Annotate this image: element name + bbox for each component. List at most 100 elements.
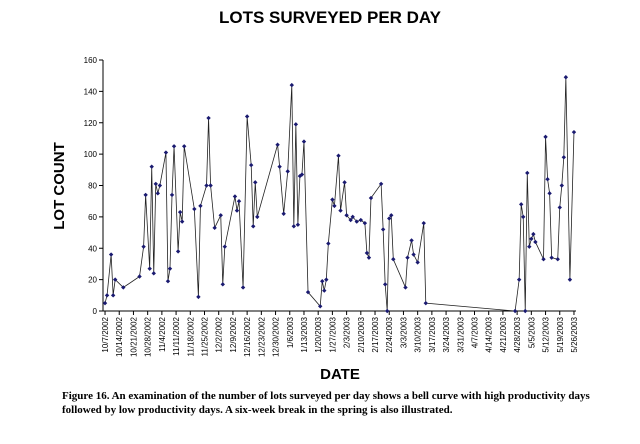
data-point — [289, 82, 294, 88]
x-tick-label: 12/2/2002 — [215, 316, 224, 352]
x-tick-label: 12/16/2002 — [243, 316, 252, 357]
data-point — [423, 300, 428, 306]
data-point — [208, 183, 213, 188]
data-point — [512, 308, 518, 314]
data-point — [212, 225, 217, 231]
y-tick-label: 160 — [84, 56, 98, 65]
data-point — [561, 155, 567, 160]
data-point — [236, 198, 242, 204]
data-point — [299, 172, 305, 177]
x-tick-label: 4/14/2003 — [485, 316, 494, 352]
data-point — [301, 139, 307, 144]
data-point — [277, 164, 282, 169]
data-point — [112, 277, 118, 282]
data-point — [248, 162, 254, 168]
x-tick-label: 1/6/2003 — [286, 316, 295, 348]
data-point — [547, 191, 552, 196]
data-point — [318, 304, 323, 309]
data-point — [533, 239, 538, 245]
x-tick-label: 10/14/2002 — [115, 316, 124, 357]
data-point — [102, 300, 108, 306]
data-point — [338, 208, 343, 213]
x-axis-label: DATE — [320, 366, 360, 383]
data-point — [151, 271, 156, 276]
y-tick-label: 140 — [84, 87, 98, 96]
data-point — [531, 231, 536, 237]
x-tick-label: 11/18/2002 — [186, 316, 195, 356]
data-point — [529, 236, 534, 242]
data-point — [198, 203, 203, 209]
x-tick-label: 1/20/2003 — [314, 316, 323, 352]
x-tick-label: 3/31/2003 — [456, 316, 465, 352]
data-point — [362, 220, 368, 226]
data-point — [378, 181, 384, 187]
data-point — [220, 282, 225, 287]
data-point — [251, 224, 256, 229]
data-point — [305, 289, 311, 295]
data-point — [387, 216, 392, 221]
data-point — [143, 192, 148, 198]
x-tick-label: 2/3/2003 — [343, 316, 352, 348]
data-point — [557, 205, 562, 210]
x-tick-label: 3/3/2003 — [399, 316, 408, 348]
data-point — [364, 250, 370, 256]
data-point — [121, 285, 126, 290]
data-point — [240, 285, 246, 290]
data-point — [354, 219, 359, 224]
data-point — [332, 203, 337, 209]
data-point — [255, 214, 260, 220]
data-point — [391, 257, 396, 262]
data-point — [382, 282, 388, 287]
x-tick-label: 12/23/2002 — [257, 316, 266, 357]
data-point — [525, 170, 530, 176]
caption: Figure 16. An examination of the number … — [62, 390, 591, 402]
data-point — [232, 194, 238, 199]
caption: followed by low productivity days. A six… — [62, 404, 453, 416]
data-point — [175, 249, 181, 254]
data-point — [322, 288, 327, 293]
data-point — [275, 142, 280, 147]
data-point — [192, 206, 197, 212]
data-point — [253, 180, 258, 185]
data-point — [196, 294, 201, 300]
data-point — [336, 153, 341, 158]
x-tick-label: 11/11/2002 — [172, 316, 181, 355]
data-point — [523, 308, 528, 314]
data-point — [104, 293, 110, 298]
data-point — [234, 208, 240, 213]
data-point — [555, 257, 560, 262]
x-tick-label: 4/21/2003 — [499, 316, 508, 352]
y-tick-label: 40 — [88, 244, 97, 253]
data-point — [163, 150, 169, 155]
data-point — [179, 219, 185, 224]
data-point — [415, 260, 420, 265]
data-point — [153, 181, 158, 187]
data-point — [281, 211, 286, 216]
x-tick-label: 3/17/2003 — [428, 316, 437, 352]
data-point — [411, 252, 416, 257]
x-tick-label: 11/25/2002 — [201, 316, 210, 356]
data-point — [137, 274, 142, 279]
data-point — [403, 285, 408, 290]
data-point — [177, 209, 183, 215]
y-tick-label: 0 — [93, 307, 98, 316]
data-point — [244, 114, 250, 119]
x-tick-label: 4/7/2003 — [470, 316, 479, 348]
x-tick-label: 11/4/2002 — [158, 316, 167, 352]
data-point — [348, 217, 353, 223]
x-tick-label: 12/30/2002 — [272, 316, 281, 357]
data-point — [567, 277, 573, 282]
data-point — [518, 202, 524, 207]
y-tick-label: 120 — [84, 119, 98, 128]
data-point — [409, 238, 414, 243]
x-tick-label: 1/27/2003 — [328, 316, 337, 352]
x-tick-label: 5/5/2003 — [527, 316, 536, 348]
data-point — [222, 244, 228, 249]
data-point — [350, 214, 355, 220]
x-tick-label: 1/13/2003 — [300, 316, 309, 352]
data-point — [157, 183, 163, 188]
data-point — [563, 75, 569, 80]
data-point — [171, 144, 177, 149]
x-tick-label: 5/12/2003 — [542, 316, 551, 352]
